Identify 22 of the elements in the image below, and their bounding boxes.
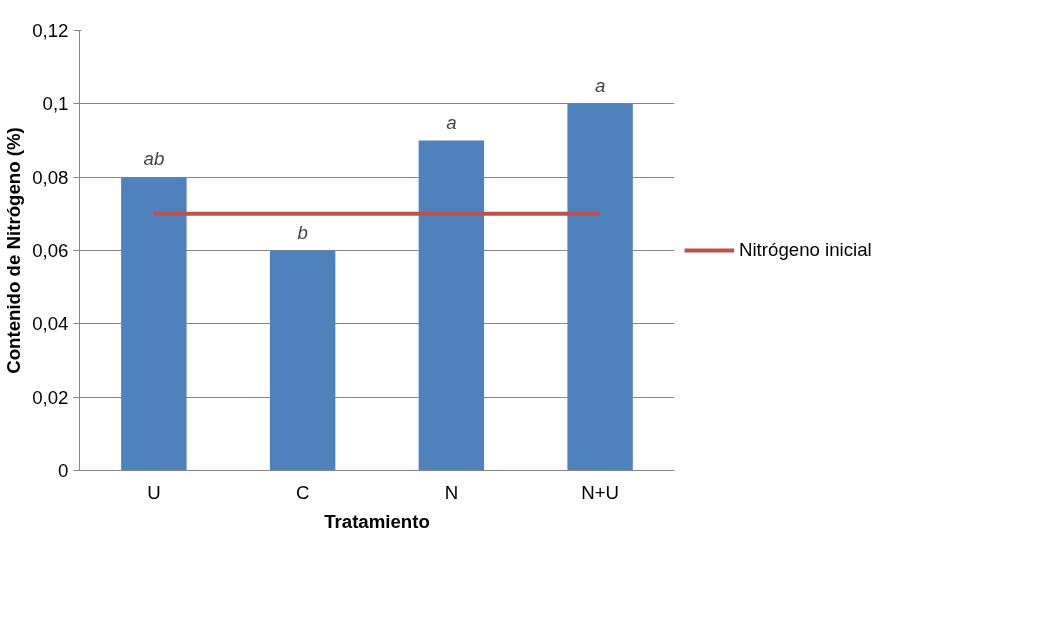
x-axis-title: Tratamiento	[324, 510, 430, 532]
annotation: b	[297, 221, 308, 243]
legend-label: Nitrógeno inicial	[739, 239, 872, 261]
x-tick-label: U	[147, 481, 161, 503]
y-tick-label: 0,08	[32, 166, 69, 188]
y-axis-title: Contenido de Nitrógeno (%)	[3, 127, 25, 374]
y-tick-label: 0,06	[32, 240, 69, 261]
y-tick-label: 0,04	[32, 313, 69, 335]
x-tick-label: N	[444, 481, 459, 503]
annotation: a	[594, 74, 606, 96]
annotation: ab	[143, 148, 165, 170]
x-tick-label: N+U	[581, 481, 620, 503]
x-tick-label: C	[295, 481, 310, 503]
bar	[567, 103, 633, 471]
annotation: a	[446, 111, 457, 133]
bar	[121, 177, 187, 471]
y-tick-label: 0,02	[32, 386, 69, 408]
bar	[418, 140, 485, 471]
y-tick-label: 0,12	[32, 20, 69, 41]
bar	[269, 250, 336, 471]
y-tick-label: 0,1	[42, 93, 69, 115]
y-tick-label: 0	[58, 460, 69, 481]
